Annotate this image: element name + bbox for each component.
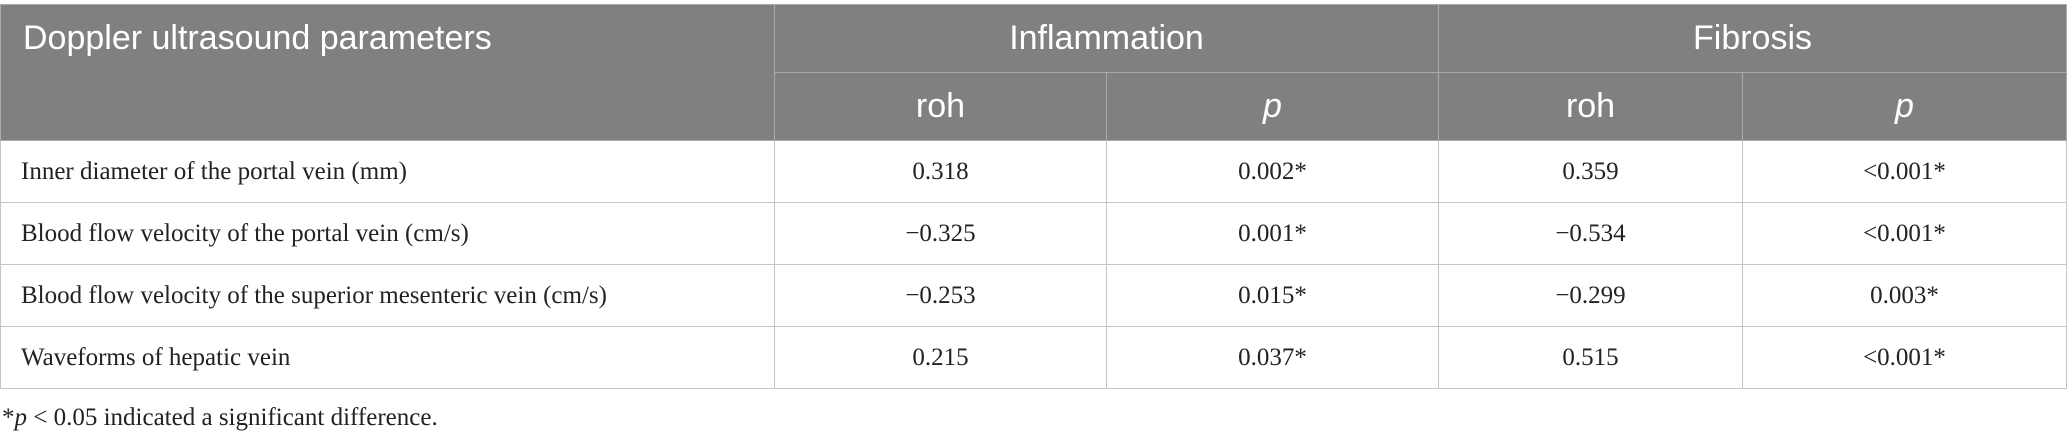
footnote-p: p — [14, 404, 28, 431]
header-parameters: Doppler ultrasound parameters — [0, 4, 775, 141]
footnote-text: < 0.05 indicated a significant differenc… — [27, 404, 438, 431]
subheader-inflammation-roh: roh — [774, 72, 1107, 141]
table-row: Blood flow velocity of the superior mese… — [0, 264, 2067, 327]
cell-inflammation-roh: −0.253 — [774, 264, 1107, 327]
cell-inflammation-roh: 0.215 — [774, 326, 1107, 389]
table-row: Blood flow velocity of the portal vein (… — [0, 202, 2067, 265]
cell-fibrosis-p: <0.001* — [1742, 326, 2067, 389]
cell-fibrosis-roh: −0.299 — [1438, 264, 1744, 327]
doppler-correlation-table: Doppler ultrasound parameters Inflammati… — [0, 4, 2067, 389]
cell-fibrosis-roh: 0.515 — [1438, 326, 1744, 389]
row-label: Blood flow velocity of the portal vein (… — [0, 202, 775, 265]
cell-inflammation-roh: 0.318 — [774, 140, 1107, 203]
subheader-fibrosis-p: p — [1742, 72, 2067, 141]
row-label: Inner diameter of the portal vein (mm) — [0, 140, 775, 203]
cell-inflammation-p: 0.002* — [1105, 140, 1440, 203]
subheader-fibrosis-roh: roh — [1438, 72, 1744, 141]
table-row: Waveforms of hepatic vein 0.215 0.037* 0… — [0, 326, 2067, 389]
cell-fibrosis-roh: −0.534 — [1438, 202, 1744, 265]
row-label: Waveforms of hepatic vein — [0, 326, 775, 389]
cell-fibrosis-p: <0.001* — [1742, 140, 2067, 203]
header-group-fibrosis: Fibrosis — [1438, 4, 2067, 73]
header-row-subheaders: roh p roh p — [1, 72, 2067, 141]
cell-inflammation-p: 0.001* — [1105, 202, 1440, 265]
header-row-groups: Doppler ultrasound parameters Inflammati… — [0, 4, 2067, 141]
results-table-container: Doppler ultrasound parameters Inflammati… — [0, 4, 2067, 389]
footnote-star: * — [2, 404, 15, 431]
header-group-inflammation: Inflammation — [773, 4, 1440, 73]
cell-inflammation-p: 0.037* — [1105, 326, 1440, 389]
row-label: Blood flow velocity of the superior mese… — [0, 264, 775, 327]
cell-inflammation-roh: −0.325 — [774, 202, 1107, 265]
table-footnote: *p < 0.05 indicated a significant differ… — [2, 404, 438, 432]
table-row: Inner diameter of the portal vein (mm) 0… — [0, 140, 2067, 203]
cell-fibrosis-p: <0.001* — [1742, 202, 2067, 265]
cell-fibrosis-p: 0.003* — [1742, 264, 2067, 327]
cell-inflammation-p: 0.015* — [1105, 264, 1440, 327]
subheader-inflammation-p: p — [1105, 72, 1440, 141]
cell-fibrosis-roh: 0.359 — [1438, 140, 1744, 203]
